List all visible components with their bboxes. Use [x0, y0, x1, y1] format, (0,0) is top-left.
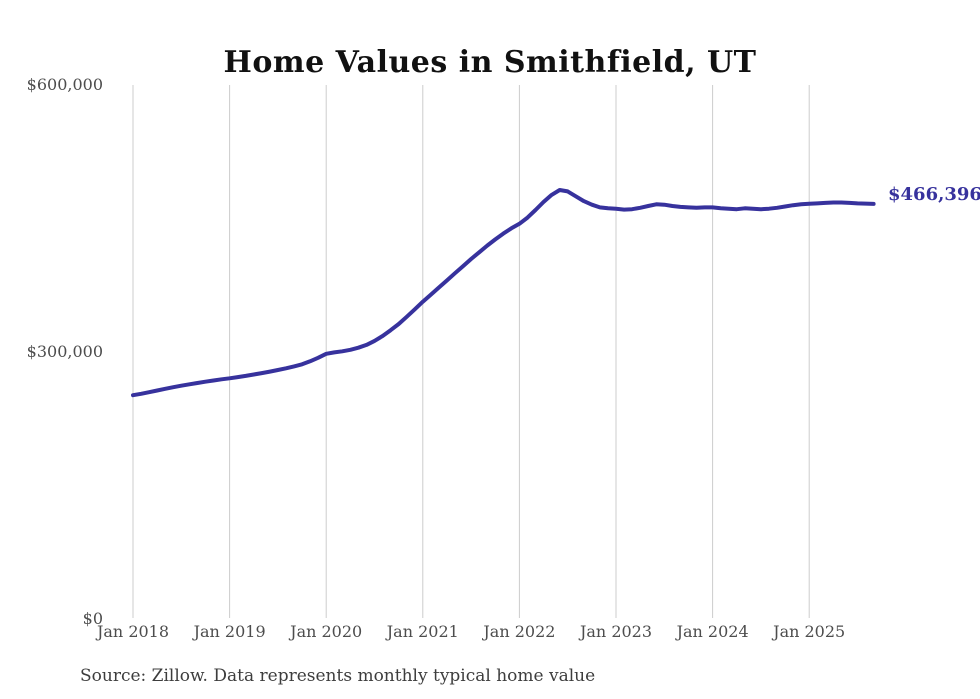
chart-title: Home Values in Smithfield, UT	[223, 45, 757, 81]
x-tick-label: Jan 2022	[483, 622, 556, 641]
current-value-label: $466,396	[888, 184, 980, 205]
source-note: Source: Zillow. Data represents monthly …	[80, 666, 596, 686]
home-value-line	[131, 188, 876, 398]
y-tick-label: $300,000	[26, 342, 103, 361]
x-tick-label: Jan 2024	[676, 622, 749, 641]
y-tick-label: $0	[82, 609, 103, 628]
x-tick-label: Jan 2020	[290, 622, 363, 641]
x-tick-label: Jan 2021	[386, 622, 459, 641]
y-tick-label: $600,000	[26, 75, 103, 94]
x-tick-label: Jan 2018	[96, 622, 170, 641]
x-tick-label: Jan 2023	[579, 622, 653, 641]
x-tick-label: Jan 2019	[193, 622, 266, 641]
x-tick-label: Jan 2025	[773, 622, 846, 641]
